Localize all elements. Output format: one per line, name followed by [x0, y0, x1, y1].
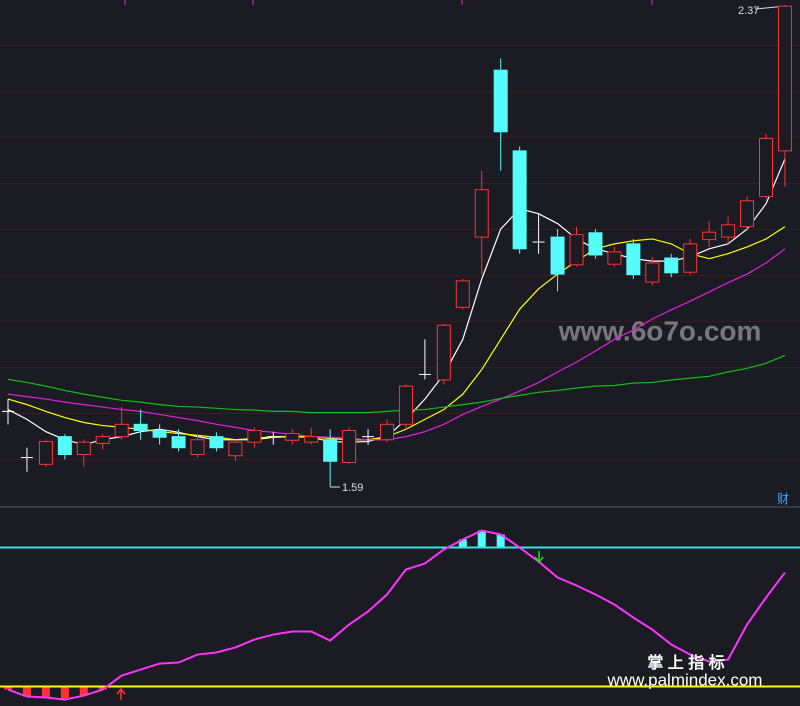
candle-body	[455, 280, 470, 308]
candle-body	[474, 189, 489, 238]
candle-body	[57, 436, 72, 456]
candle-body	[588, 232, 603, 256]
candle-body	[759, 138, 773, 197]
candle-body	[171, 436, 186, 449]
moving-average-line	[7, 354, 786, 414]
candle-body	[607, 251, 622, 265]
indicator-bar	[79, 686, 88, 696]
candle-body	[76, 441, 91, 455]
candle-body	[626, 243, 641, 276]
moving-average-line	[7, 248, 786, 441]
candle-body	[247, 429, 262, 443]
candle-body	[285, 433, 300, 441]
finance-label: 财	[777, 492, 789, 506]
indicator-bar	[60, 686, 69, 700]
candle-body	[228, 441, 243, 457]
watermark: www.palmindex.com	[607, 670, 763, 689]
candle-body	[493, 69, 508, 133]
candle-body	[550, 236, 565, 275]
signal-arrows	[116, 551, 544, 700]
indicator-bar	[22, 686, 31, 697]
candle-body	[721, 224, 736, 238]
candle-body	[304, 436, 319, 443]
candle-body	[645, 262, 660, 283]
moving-average-line	[7, 158, 786, 446]
candle-body	[133, 423, 148, 431]
candle-body	[436, 324, 451, 381]
candle-body	[342, 429, 357, 464]
indicator-bar	[4, 686, 12, 690]
candle-body	[777, 5, 792, 152]
high-label: 2.37	[738, 5, 759, 17]
candle-body	[95, 436, 110, 444]
candle-body	[398, 385, 413, 425]
candle-body	[209, 436, 224, 449]
candle-body	[740, 200, 755, 228]
indicator-bar	[41, 686, 50, 698]
candle-body	[190, 439, 205, 456]
indicator-bar	[477, 530, 486, 548]
candle-body	[512, 150, 527, 250]
candle-body	[569, 234, 584, 266]
candle-body	[38, 441, 53, 465]
candle-body	[664, 257, 679, 274]
watermark: 掌 上 指 标	[647, 653, 724, 672]
indicator-bar	[98, 686, 107, 690]
candle-body	[683, 243, 698, 273]
top-dividers	[124, 0, 653, 5]
candle-body	[702, 231, 717, 241]
candle-body	[152, 429, 167, 438]
indicator-bar	[458, 539, 467, 548]
indicator-line	[7, 529, 786, 701]
candle-body	[114, 423, 129, 438]
low-label: 1.59	[342, 482, 363, 494]
indicator-bar	[496, 534, 505, 548]
candle-body	[380, 423, 394, 441]
watermark: www.6o7o.com	[558, 315, 762, 346]
candle-body	[323, 439, 338, 462]
